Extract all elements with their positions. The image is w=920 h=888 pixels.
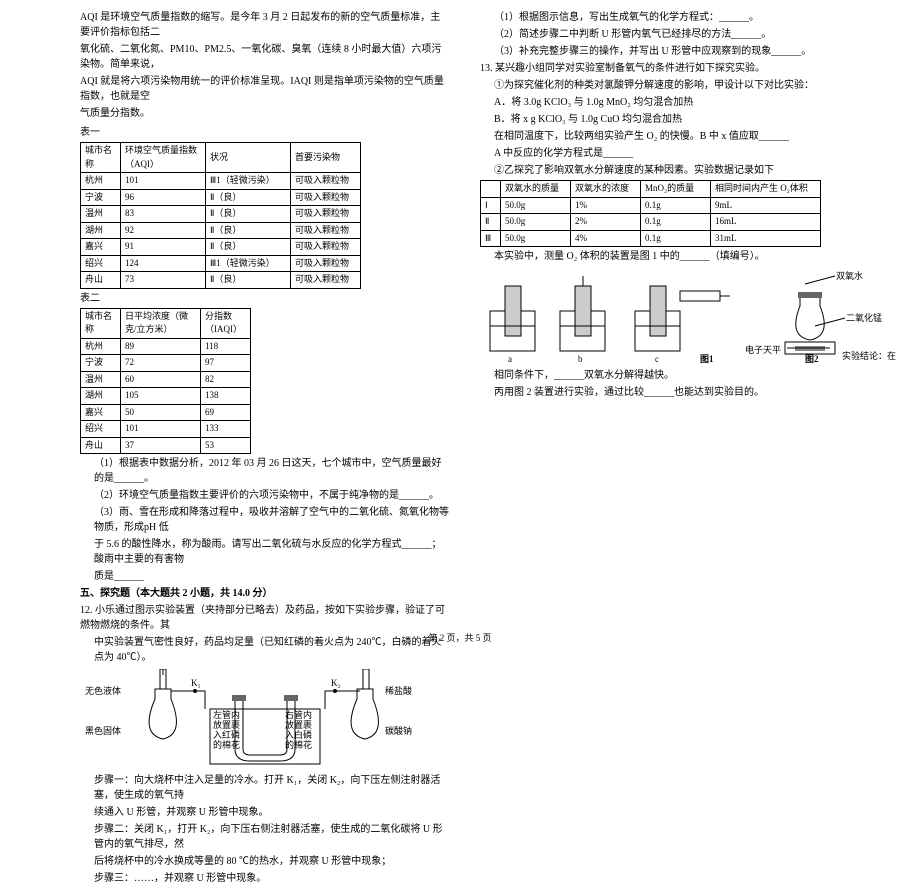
q13-i: 相同条件下，______双氧水分解得越快。 <box>480 368 900 383</box>
table-row: 双氧水的质量 双氧水的浓度 MnO₂的质量 相同时间内产生 O₂体积 <box>481 181 821 198</box>
label-solid: 黑色固体 <box>85 725 121 739</box>
table-row: 舟山3753 <box>81 437 251 454</box>
th: 首要污染物 <box>291 143 361 173</box>
label-h2o: 双氧水 <box>836 270 863 284</box>
table-aqi: 城市名称 环境空气质量指数（AQI） 状况 首要污染物 杭州101Ⅲ1（轻微污染… <box>80 142 361 289</box>
intro-text: AQI 是环境空气质量指数的缩写。是今年 3 月 2 日起发布的新的空气质量标准… <box>80 10 450 121</box>
label-a: a <box>508 353 512 367</box>
r-line: （1）根据图示信息，写出生成氧气的化学方程式：______。 <box>480 10 900 25</box>
q13-h: 本实验中，测量 O₂ 体积的装置是图 1 中的______（填编号）。 <box>480 249 900 264</box>
label-c: c <box>655 353 659 367</box>
table1-label: 表一 <box>80 125 450 140</box>
table-row: 绍兴101133 <box>81 421 251 438</box>
table-row: 湖州105138 <box>81 388 251 405</box>
step1-a: 步骤一：向大烧杯中注入足量的冷水。打开 K₁，关闭 K₂，向下压左侧注射器活塞，… <box>80 773 450 803</box>
intro-line: AQI 是环境空气质量指数的缩写。是今年 3 月 2 日起发布的新的空气质量标准… <box>80 10 450 40</box>
table-row: 杭州89118 <box>81 338 251 355</box>
label-left-cotton: 左管内 放置裹 入红磷 的棉花 <box>213 711 240 751</box>
label-scale: 电子天平 <box>745 344 781 358</box>
label-right-cotton: 右管内 放置裹 入白磷 的棉花 <box>285 711 312 751</box>
question-1: （1）根据表中数据分析，2012 年 03 月 26 日这天，七个城市中，空气质… <box>80 456 450 486</box>
table-row: 嘉兴5069 <box>81 404 251 421</box>
table-row: 宁波7297 <box>81 355 251 372</box>
table-row: Ⅰ50.0g1%0.1g9mL <box>481 197 821 214</box>
table-h2o2: 双氧水的质量 双氧水的浓度 MnO₂的质量 相同时间内产生 O₂体积 Ⅰ50.0… <box>480 180 821 247</box>
q13-f: A 中反应的化学方程式是______ <box>480 146 900 161</box>
q12-line: 12. 小乐通过图示实验装置（夹持部分已略去）及药品，按如下实验步骤，验证了可燃… <box>80 603 450 633</box>
table-row: 城市名称 日平均浓度（微克/立方米） 分指数（IAQI） <box>81 308 251 338</box>
th: 环境空气质量指数（AQI） <box>121 143 206 173</box>
label-mno2: 二氧化锰 <box>846 312 882 326</box>
page-footer: 第 2 页，共 5 页 <box>0 632 920 646</box>
label-liquid: 无色液体 <box>85 685 121 699</box>
q13-a: 13. 某兴趣小组同学对实验室制备氧气的条件进行如下探究实验。 <box>480 61 900 76</box>
apparatus-diagram-2: a b c 图1 双氧水 二氧化锰 电子天平 图2 实验结论：在 <box>480 266 900 366</box>
table-row: 宁波96Ⅱ（良）可吸入颗粒物 <box>81 189 361 206</box>
q13-b: ①为探究催化剂的种类对氯酸钾分解速度的影响，甲设计以下对比实验： <box>480 78 900 93</box>
th: 日平均浓度（微克/立方米） <box>121 308 201 338</box>
table-row: 舟山73Ⅱ（良）可吸入颗粒物 <box>81 272 361 289</box>
table-row: Ⅲ50.0g4%0.1g31mL <box>481 230 821 247</box>
table-row: 温州83Ⅱ（良）可吸入颗粒物 <box>81 206 361 223</box>
q13-g: ②乙探究了影响双氧水分解速度的某种因素。实验数据记录如下 <box>480 163 900 178</box>
th: MnO₂的质量 <box>641 181 711 198</box>
label-na: 碳酸钠 <box>385 725 412 739</box>
label-fig1: 图1 <box>700 353 714 367</box>
table-row: 绍兴124Ⅲ1（轻微污染）可吸入颗粒物 <box>81 255 361 272</box>
table-row: 温州6082 <box>81 371 251 388</box>
th: 双氧水的质量 <box>501 181 571 198</box>
step2-a: 步骤二：关闭 K₁，打开 K₂，向下压右侧注射器活塞，使生成的二氧化碳将 U 形… <box>80 822 450 852</box>
th: 相同时间内产生 O₂体积 <box>711 181 821 198</box>
th: 分指数（IAQI） <box>201 308 251 338</box>
label-k1: K₁ <box>191 677 201 691</box>
table-iaqi: 城市名称 日平均浓度（微克/立方米） 分指数（IAQI） 杭州89118 宁波7… <box>80 308 251 455</box>
label-acid: 稀盐酸 <box>385 685 412 699</box>
intro-line: 氧化硫、二氧化氮、PM10、PM2.5、一氧化碳、臭氧（连续 8 小时最大值）六… <box>80 42 450 72</box>
table-row: 湖州92Ⅱ（良）可吸入颗粒物 <box>81 222 361 239</box>
q13-e: 在相同温度下，比较两组实验产生 O₂ 的快慢。B 中 x 值应取______ <box>480 129 900 144</box>
q13-d: B．将 x g KClO₃ 与 1.0g CuO 均匀混合加热 <box>480 112 900 127</box>
q13-c: A．将 3.0g KClO₃ 与 1.0g MnO₂ 均匀混合加热 <box>480 95 900 110</box>
intro-line: AQI 就是将六项污染物用统一的评价标准呈现。IAQI 则是指单项污染物的空气质… <box>80 74 450 104</box>
intro-line: 气质量分指数。 <box>80 106 450 121</box>
th: 城市名称 <box>81 308 121 338</box>
table2-label: 表二 <box>80 291 450 306</box>
th: 状况 <box>206 143 291 173</box>
label-concl: 实验结论：在 <box>842 350 896 364</box>
section-5-title: 五、探究题（本大题共 2 小题，共 14.0 分） <box>80 586 450 601</box>
label-b: b <box>578 353 583 367</box>
label-k2: K₂ <box>331 677 341 691</box>
r-line: （3）补充完整步骤三的操作，并写出 U 形管中应观察到的现象______。 <box>480 44 900 59</box>
q13-j: 丙用图 2 装置进行实验，通过比较______也能达到实验目的。 <box>480 385 900 400</box>
th <box>481 181 501 198</box>
apparatus-diagram-1: 无色液体 黑色固体 K₁ K₂ 左管内 放置裹 入红磷 的棉花 右管内 放置裹 … <box>85 669 445 769</box>
th: 双氧水的浓度 <box>571 181 641 198</box>
label-fig2: 图2 <box>805 353 819 367</box>
step3: 步骤三：……，并观察 U 形管中现象。 <box>80 871 450 886</box>
step2-b: 后将烧杯中的冷水换成等量的 80 ℃的热水，并观察 U 形管中现象； <box>80 854 450 869</box>
table-row: 嘉兴91Ⅱ（良）可吸入颗粒物 <box>81 239 361 256</box>
question-2: （2）环境空气质量指数主要评价的六项污染物中，不属于纯净物的是______。 <box>80 488 450 503</box>
question-3b: 于 5.6 的酸性降水，称为酸雨。请写出二氧化硫与水反应的化学方程式______… <box>80 537 450 567</box>
step1-b: 续通入 U 形管，并观察 U 形管中现象。 <box>80 805 450 820</box>
r-line: （2）简述步骤二中判断 U 形管内氧气已经排尽的方法______。 <box>480 27 900 42</box>
question-3c: 质是______ <box>80 569 450 584</box>
table-row: 城市名称 环境空气质量指数（AQI） 状况 首要污染物 <box>81 143 361 173</box>
table-row: 杭州101Ⅲ1（轻微污染）可吸入颗粒物 <box>81 173 361 190</box>
table-row: Ⅱ50.0g2%0.1g16mL <box>481 214 821 231</box>
question-3a: （3）雨、雪在形成和降落过程中，吸收并溶解了空气中的二氧化硫、氮氧化物等物质，形… <box>80 505 450 535</box>
th: 城市名称 <box>81 143 121 173</box>
